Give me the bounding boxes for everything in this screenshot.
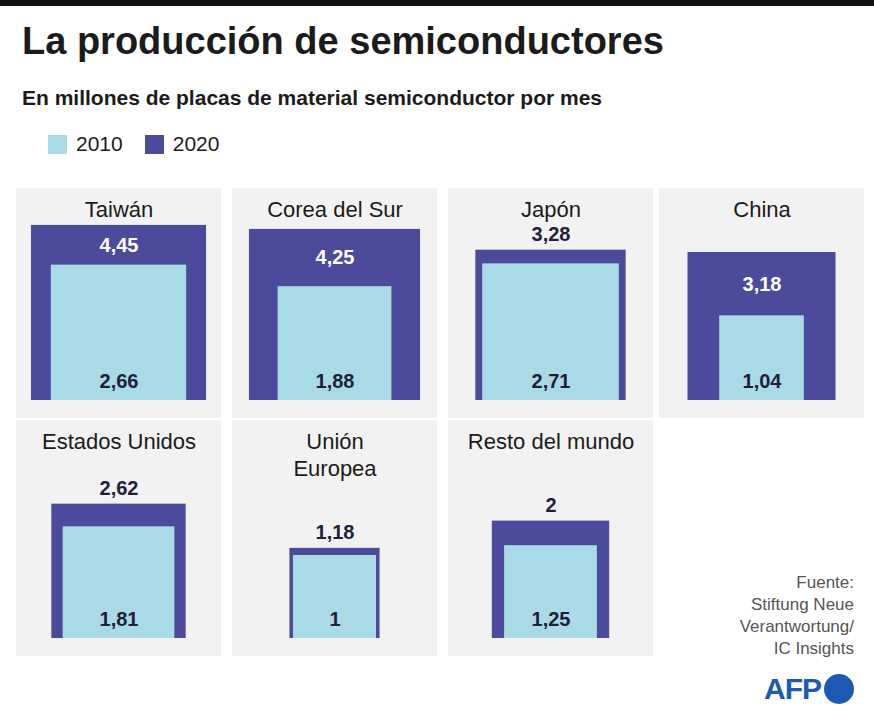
svg-text:2,62: 2,62 [100, 477, 139, 499]
svg-text:1,88: 1,88 [316, 370, 355, 392]
html-text:En millones de placas de mater: En millones de placas de material semico… [22, 86, 602, 109]
html-text:2010: 2010 [76, 132, 123, 155]
svg-text:1,18: 1,18 [316, 521, 355, 543]
html-text:La producción de semiconductor: La producción de semiconductores [22, 20, 664, 62]
svg-text:1,81: 1,81 [100, 608, 139, 630]
svg-text:1,25: 1,25 [532, 608, 571, 630]
svg-text:1,04: 1,04 [743, 370, 783, 392]
svg-text:4,45: 4,45 [100, 234, 139, 256]
svg-text:2,66: 2,66 [100, 370, 139, 392]
svg-text:UniónEuropea: UniónEuropea [293, 429, 377, 480]
svg-text:Japón: Japón [521, 197, 581, 222]
svg-text:Corea del Sur: Corea del Sur [267, 197, 403, 222]
svg-text:3,18: 3,18 [743, 273, 782, 295]
svg-text:Taiwán: Taiwán [85, 197, 153, 222]
html-text:2020: 2020 [172, 132, 220, 155]
svg-text:China: China [733, 197, 791, 222]
svg-text:1: 1 [329, 608, 340, 630]
svg-text:Estados Unidos: Estados Unidos [42, 429, 196, 454]
svg-text:2,71: 2,71 [532, 370, 571, 392]
html-text:Fuente: Stiftung Neue Verantwo: Fuente: Stiftung Neue Verantwortung/ IC … [739, 573, 854, 658]
html-text:AFP: AFP [764, 672, 821, 705]
svg-text:4,25: 4,25 [316, 246, 355, 268]
svg-text:3,28: 3,28 [532, 223, 571, 245]
svg-text:2: 2 [545, 494, 556, 516]
svg-text:Resto del mundo: Resto del mundo [468, 429, 634, 454]
